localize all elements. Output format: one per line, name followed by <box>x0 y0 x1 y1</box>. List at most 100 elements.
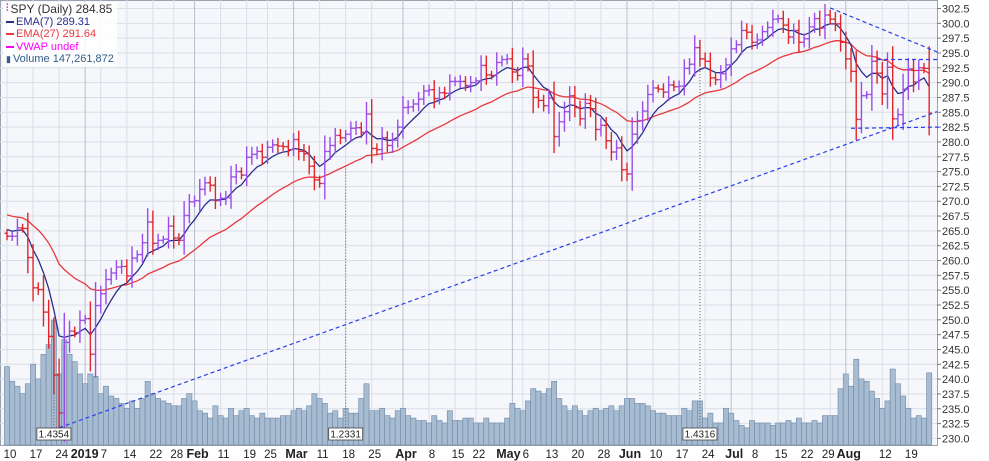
ohlc-bar <box>895 108 901 125</box>
volume-bar <box>228 407 234 446</box>
volume-bar <box>608 405 615 446</box>
volume-bar <box>822 415 828 446</box>
ohlc-bar <box>838 14 844 52</box>
volume-bar <box>811 420 818 446</box>
volume-bar <box>785 420 792 446</box>
ohlc-bar <box>733 40 739 54</box>
ohlc-bar <box>749 24 755 50</box>
volume-bar <box>775 422 781 446</box>
volume-bar <box>290 410 297 446</box>
volume-bar <box>212 405 219 446</box>
ohlc-bar <box>442 86 448 100</box>
legend-ema27: EMA(27) 291.64 <box>6 28 114 41</box>
x-tick-label: 25 <box>368 449 381 461</box>
ohlc-bar <box>311 155 317 191</box>
ohlc-bar <box>56 358 62 430</box>
y-tick-label: 242.5 <box>942 359 970 371</box>
ohlc-bar <box>119 259 125 274</box>
line-swatch-icon <box>6 33 14 36</box>
ohlc-bar <box>707 52 713 87</box>
volume-bar <box>889 368 896 446</box>
ohlc-bar <box>561 101 567 132</box>
volume-bar <box>493 422 500 446</box>
volume-bar <box>665 415 672 446</box>
ohlc-bar <box>270 139 276 153</box>
volume-bar <box>900 395 907 446</box>
ohlc-bar <box>265 140 270 164</box>
volume-bar <box>863 380 870 446</box>
ohlc-bar <box>681 59 687 96</box>
x-tick-label: 12 <box>879 449 892 461</box>
volume-bar <box>832 415 839 446</box>
x-tick-label: 17 <box>30 449 43 461</box>
ohlc-bar <box>671 80 677 92</box>
volume-bar <box>389 417 396 446</box>
ohlc-bar <box>567 86 573 122</box>
x-tick-label: 24 <box>702 449 715 461</box>
volume-bar <box>202 412 208 446</box>
volume-bar <box>915 415 922 446</box>
ohlc-bar <box>108 267 114 285</box>
ohlc-bar <box>40 275 46 327</box>
volume-bar <box>149 393 156 446</box>
volume-bar <box>467 417 474 446</box>
ohlc-bar <box>384 131 390 153</box>
x-tick-label: 13 <box>545 449 558 461</box>
ohlc-bar <box>921 62 927 74</box>
ohlc-bar <box>728 37 734 77</box>
y-tick-label: 275.0 <box>942 167 970 179</box>
volume-bar <box>827 415 834 446</box>
ohlc-bar <box>608 132 614 161</box>
ohlc-bar <box>228 165 234 209</box>
ohlc-bar <box>791 23 797 44</box>
ohlc-bar <box>551 81 557 154</box>
volume-bar <box>452 420 458 446</box>
volume-bar <box>723 407 729 446</box>
volume-bar <box>483 417 490 446</box>
volume-bar <box>170 405 177 446</box>
ohlc-bar <box>436 86 442 105</box>
volume-bar <box>82 383 89 446</box>
volume-bar <box>670 415 677 446</box>
volume-bar <box>363 383 370 446</box>
volume-bar <box>176 405 182 446</box>
legend-ema7: EMA(7) 289.31 <box>6 16 114 29</box>
ohlc-bar <box>718 65 724 89</box>
x-tick-label: Jun <box>619 447 641 461</box>
y-tick-label: 247.5 <box>942 330 970 342</box>
volume-bar <box>19 393 26 446</box>
ohlc-bar <box>582 93 588 129</box>
ohlc-bar <box>806 17 812 49</box>
volume-bar <box>431 415 438 446</box>
x-tick-label: 11 <box>218 449 230 461</box>
ohlc-bar <box>546 89 552 115</box>
x-tick-label: 15 <box>775 449 788 461</box>
ohlc-bar <box>301 144 307 162</box>
ohlc-bar <box>134 250 140 263</box>
ohlc-bar <box>713 72 719 86</box>
ohlc-bar <box>504 53 510 65</box>
ohlc-bar <box>457 74 463 88</box>
ohlc-bar <box>9 231 15 241</box>
ohlc-bar <box>379 127 385 161</box>
ohlc-bar <box>405 100 411 115</box>
ohlc-bar <box>322 135 328 200</box>
ohlc-bar <box>160 235 166 244</box>
ohlc-bar <box>765 21 771 38</box>
ohlc-bar <box>598 118 604 137</box>
ohlc-bar <box>879 62 885 106</box>
volume-bar <box>540 393 547 446</box>
ohlc-bar <box>640 101 646 131</box>
volume-bar <box>123 407 130 446</box>
ohlc-bar <box>520 47 526 87</box>
ohlc-bar <box>494 52 500 86</box>
ohlc-bar <box>337 128 343 145</box>
volume-bar <box>790 422 797 446</box>
ohlc-bar <box>363 101 369 145</box>
y-tick-label: 300.0 <box>942 18 970 30</box>
ohlc-bar <box>853 50 859 141</box>
volume-bar <box>556 398 563 446</box>
volume-bar <box>650 410 656 446</box>
ohlc-bar <box>905 58 911 101</box>
